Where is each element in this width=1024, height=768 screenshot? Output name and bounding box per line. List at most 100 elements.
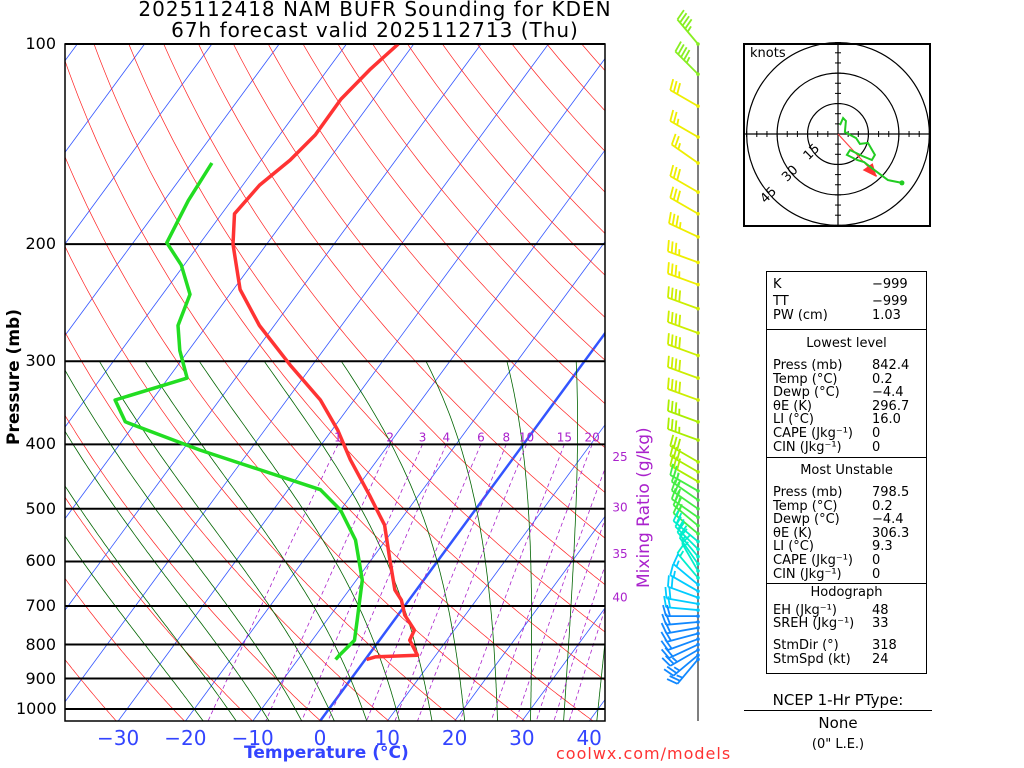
wind-barb-dot	[696, 653, 700, 657]
moist-adiabat	[425, 361, 498, 721]
stat-label: SREH (Jkg⁻¹)	[773, 616, 855, 631]
wind-barb-half-tick	[672, 570, 676, 578]
wind-barb-dot	[696, 190, 700, 194]
wind-barb-staff	[668, 643, 699, 659]
wind-barb-staff	[674, 50, 699, 75]
wind-barb-staff	[666, 632, 699, 643]
stat-section-header: Most Unstable	[800, 463, 893, 478]
mixing-ratio-line	[301, 444, 423, 721]
isotherm	[65, 44, 280, 337]
wind-barb-tick	[669, 454, 675, 466]
moist-adiabat	[596, 639, 605, 721]
wind-barb	[663, 653, 700, 677]
wind-barb-staff	[667, 428, 699, 441]
wind-barb-tick	[667, 262, 670, 274]
wind-barb-tick	[678, 528, 688, 539]
temperature-tick-label: −30	[96, 726, 140, 750]
mixing-ratio-label: 2	[386, 430, 394, 444]
wind-barb-half-tick	[683, 541, 689, 548]
stat-value: 0	[872, 566, 881, 582]
wind-barb	[667, 333, 700, 358]
wind-barb-dot	[696, 72, 700, 76]
wind-barb-staff	[667, 638, 699, 651]
wind-barb-tick	[669, 463, 675, 476]
wind-barb-half-tick	[675, 560, 680, 567]
wind-barb-staff	[667, 366, 699, 379]
stat-value: 9.3	[872, 539, 893, 555]
mixing-ratio-label: 6	[477, 430, 485, 444]
wind-barb-dot	[696, 479, 700, 484]
temperature-tick-label: 40	[576, 726, 602, 750]
wind-barb-dot	[696, 569, 700, 573]
mixing-ratio-line	[327, 444, 447, 721]
x-axis-label: Temperature (°C)	[244, 743, 409, 763]
wind-barb-tick	[678, 337, 682, 349]
wind-barb-tick	[667, 239, 670, 252]
plot-frame	[64, 43, 606, 722]
wind-barb-tick	[670, 334, 674, 346]
wind-barb-tick	[674, 380, 678, 392]
dry-adiabat	[267, 44, 605, 449]
mixing-ratio-line	[515, 467, 605, 721]
hodograph-ring-label: 45	[758, 184, 780, 206]
wind-barb-tick	[674, 335, 678, 348]
wind-barb	[681, 534, 700, 573]
wind-barb-tick	[670, 378, 674, 391]
wind-barb-tick	[668, 587, 672, 600]
mixing-ratio-label: 1	[334, 430, 342, 444]
wind-barb-tick	[674, 516, 682, 527]
wind-barb-dot	[696, 260, 700, 265]
wind-barb-dot	[696, 376, 700, 380]
stat-label: Temp (°C)	[773, 371, 838, 387]
wind-barb-tick	[670, 133, 677, 145]
wind-barb-staff	[669, 649, 699, 667]
wind-barb-tick	[669, 434, 675, 447]
wind-barb-dot	[696, 602, 700, 606]
pressure-tick-label: 700	[25, 595, 56, 615]
wind-barb-tick	[667, 355, 670, 368]
wind-barb	[674, 41, 700, 76]
wind-barb-tick	[667, 399, 670, 411]
wind-barb-dot	[696, 460, 700, 464]
stat-label: PW (cm)	[773, 308, 828, 323]
wind-barb-staff	[669, 464, 699, 483]
wind-barb-tick	[664, 621, 672, 634]
wind-barb-tick	[674, 313, 678, 325]
temperature-tick-label: 10	[374, 726, 401, 750]
wind-barb-dot	[696, 211, 700, 216]
wind-barb-half-tick	[671, 657, 678, 663]
wind-barb-tick	[683, 49, 691, 61]
stat-label: Dewp (°C)	[773, 385, 840, 401]
stat-value: 842.4	[872, 358, 910, 373]
wind-barb-staff	[668, 222, 699, 238]
wind-barb-dot	[696, 554, 700, 559]
wind-barb-staff	[666, 626, 699, 635]
wind-barb-staff	[669, 196, 699, 215]
stat-label: TT	[773, 294, 789, 309]
moist-adiabat	[65, 535, 204, 721]
pressure-tick-label: 900	[25, 668, 56, 688]
dry-adiabat	[65, 496, 253, 721]
wind-barb-staff	[667, 388, 699, 401]
mixing-ratio-line	[459, 444, 565, 721]
stat-label: θE (K)	[773, 398, 812, 414]
credit-link[interactable]: coolwx.com/models	[556, 744, 732, 763]
wind-barb-dot	[696, 562, 700, 566]
temperature-tick-label: −20	[164, 726, 207, 750]
pressure-tick-label: 300	[25, 351, 56, 371]
wind-barb-staff	[671, 143, 699, 164]
wind-barb-dot	[696, 614, 700, 618]
wind-barb	[672, 553, 700, 587]
wind-barb-half-tick	[676, 674, 683, 679]
wind-barb-staff	[669, 120, 699, 138]
mixing-ratio-label: 4	[442, 430, 450, 444]
wind-barb-half-tick	[676, 118, 680, 126]
wind-barb-tick	[674, 264, 678, 277]
wind-barb-dot	[696, 306, 700, 311]
dry-adiabat	[302, 44, 605, 405]
hodograph-ring-label: 30	[779, 163, 801, 185]
wind-barb-tick	[670, 487, 677, 500]
stat-section-header: Lowest level	[806, 336, 887, 351]
wind-barb-staff	[666, 621, 699, 626]
